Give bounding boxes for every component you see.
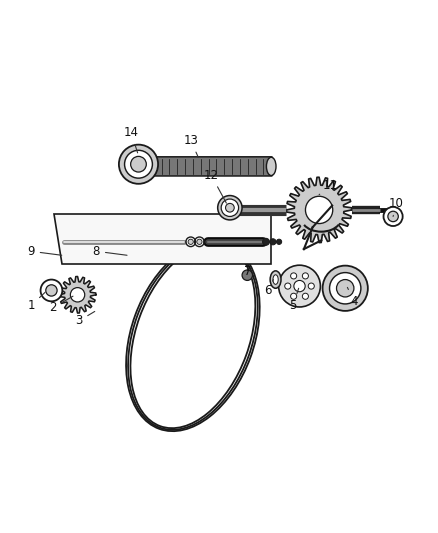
Circle shape: [285, 283, 291, 289]
Text: 14: 14: [124, 126, 138, 153]
Circle shape: [294, 280, 305, 292]
Text: 13: 13: [183, 134, 198, 157]
Ellipse shape: [134, 248, 251, 425]
Circle shape: [46, 285, 57, 296]
Circle shape: [226, 204, 234, 212]
Text: 8: 8: [92, 245, 127, 258]
Circle shape: [242, 270, 253, 280]
Circle shape: [279, 265, 321, 307]
Text: 3: 3: [75, 311, 95, 327]
Circle shape: [276, 239, 282, 245]
Polygon shape: [286, 177, 352, 243]
Circle shape: [124, 150, 152, 178]
Circle shape: [119, 144, 158, 184]
Circle shape: [322, 265, 368, 311]
Circle shape: [384, 207, 403, 226]
Text: 4: 4: [347, 287, 358, 308]
Circle shape: [336, 279, 354, 297]
Circle shape: [218, 196, 242, 220]
Circle shape: [290, 293, 297, 300]
Circle shape: [329, 272, 361, 304]
Circle shape: [305, 196, 333, 223]
Circle shape: [388, 211, 398, 222]
Circle shape: [302, 293, 308, 300]
Ellipse shape: [273, 275, 278, 284]
Polygon shape: [53, 214, 271, 264]
Circle shape: [221, 199, 239, 216]
Polygon shape: [59, 277, 96, 313]
Circle shape: [131, 156, 146, 172]
Circle shape: [308, 283, 314, 289]
Text: 10: 10: [389, 197, 404, 216]
Text: 9: 9: [27, 245, 62, 258]
Text: 11: 11: [319, 180, 338, 195]
Circle shape: [290, 273, 297, 279]
Text: 5: 5: [290, 288, 299, 312]
Circle shape: [302, 273, 308, 279]
Circle shape: [71, 288, 85, 302]
Text: 2: 2: [49, 296, 73, 314]
Circle shape: [262, 238, 269, 245]
Text: 7: 7: [244, 265, 251, 278]
Ellipse shape: [266, 157, 276, 175]
FancyBboxPatch shape: [152, 157, 272, 176]
Text: 1: 1: [27, 292, 45, 312]
Text: 6: 6: [264, 279, 273, 297]
Circle shape: [270, 239, 276, 245]
Text: 12: 12: [204, 168, 226, 203]
Circle shape: [188, 239, 193, 245]
Circle shape: [41, 279, 62, 301]
Ellipse shape: [270, 271, 281, 288]
Circle shape: [197, 239, 202, 245]
